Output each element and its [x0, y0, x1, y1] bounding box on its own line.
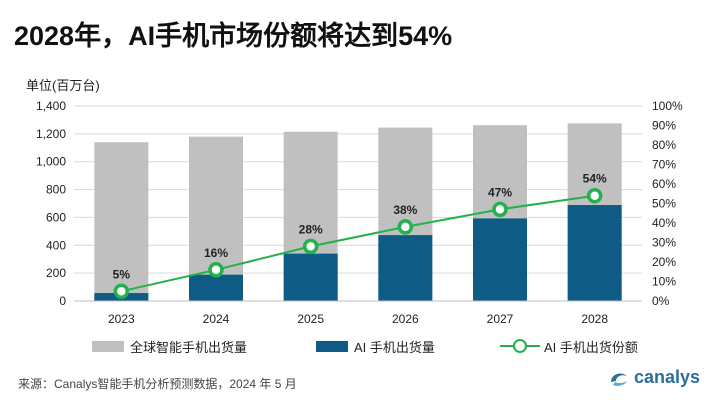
canalys-logo-icon — [611, 373, 627, 386]
canalys-logo-text: canalys — [634, 367, 701, 387]
x-tick-label: 2028 — [581, 312, 608, 326]
share-point — [113, 283, 130, 299]
share-point — [302, 238, 319, 255]
share-point — [208, 262, 224, 278]
bar-ai — [378, 235, 433, 301]
y2-tick-label: 90% — [652, 119, 676, 133]
bar-total — [94, 142, 149, 301]
bar-ai — [567, 205, 622, 301]
share-data-label: 28% — [299, 222, 323, 236]
bar-ai — [283, 253, 338, 301]
y-tick-label: 1,400 — [36, 99, 66, 113]
x-tick-label: 2023 — [108, 312, 135, 326]
y2-tick-label: 30% — [652, 236, 676, 250]
share-data-label: 47% — [488, 185, 512, 199]
x-tick-label: 2025 — [297, 312, 324, 326]
bar-ai — [189, 274, 243, 301]
share-data-label: 54% — [583, 172, 607, 186]
share-point — [586, 187, 603, 204]
y-tick-label: 800 — [46, 183, 66, 197]
share-data-label: 5% — [113, 267, 131, 281]
legend-marker-share — [500, 339, 540, 353]
y2-tick-label: 70% — [652, 158, 676, 172]
x-tick-label: 2027 — [487, 312, 514, 326]
legend-label-total: 全球智能手机出货量 — [130, 339, 248, 355]
share-line — [121, 194, 595, 293]
legend-item-ai: AI 手机出货量 — [316, 336, 435, 356]
y-axis-unit-label: 单位(百万台) — [26, 78, 100, 93]
y2-tick-label: 20% — [652, 255, 676, 269]
x-tick-label: 2024 — [203, 312, 230, 326]
y2-tick-label: 10% — [652, 275, 676, 289]
share-data-label: 38% — [393, 203, 417, 217]
legend-item-total: 全球智能手机出货量 — [92, 336, 247, 356]
share-point — [397, 219, 414, 235]
y-tick-label: 200 — [46, 266, 66, 280]
share-data-label: 16% — [204, 246, 228, 260]
legend-swatch-total — [92, 340, 124, 352]
y2-tick-label: 50% — [652, 197, 676, 211]
y-tick-label: 1,200 — [36, 127, 66, 141]
page-title: 2028年，AI手机市场份额将达到54% — [14, 21, 453, 51]
bar-ai — [473, 218, 527, 301]
canalys-logo: canalys — [608, 367, 700, 388]
y-tick-label: 1,000 — [36, 155, 66, 169]
share-point — [492, 201, 508, 218]
legend-swatch-ai — [316, 340, 348, 352]
y2-tick-label: 0% — [652, 294, 670, 308]
legend-label-share: AI 手机出货份额 — [544, 339, 638, 355]
legend-item-share: AI 手机出货份额 — [500, 336, 638, 356]
legend-label-ai: AI 手机出货量 — [354, 339, 435, 355]
y2-tick-label: 100% — [652, 99, 683, 113]
source-note: 来源：Canalys智能手机分析预测数据，2024 年 5 月 — [18, 377, 297, 391]
y2-tick-label: 60% — [652, 177, 676, 191]
y-tick-label: 600 — [46, 210, 66, 224]
x-tick-label: 2026 — [392, 312, 419, 326]
y-tick-label: 0 — [59, 294, 66, 308]
y2-tick-label: 80% — [652, 138, 676, 152]
y-tick-label: 400 — [46, 238, 66, 252]
y2-tick-label: 40% — [652, 216, 676, 230]
